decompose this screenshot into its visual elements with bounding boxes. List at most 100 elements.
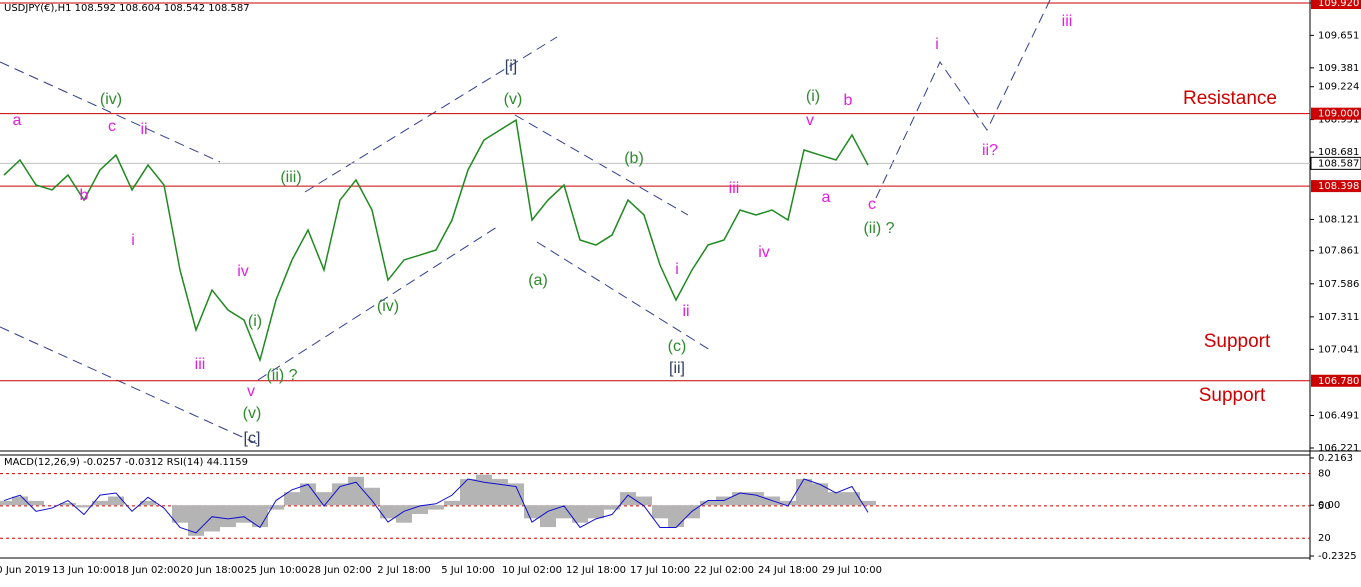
macd-bar bbox=[364, 487, 380, 506]
macd-bar bbox=[140, 500, 156, 506]
wave-label: i bbox=[935, 36, 939, 53]
wave-label: (iii) bbox=[280, 169, 301, 186]
macd-bar bbox=[380, 505, 396, 519]
macd-bar bbox=[620, 492, 636, 506]
macd-bar bbox=[12, 496, 28, 506]
price-line bbox=[3, 118, 869, 363]
y-tick-label: 106.491 bbox=[1318, 411, 1359, 422]
macd-bar bbox=[444, 500, 460, 506]
wave-label: a bbox=[822, 189, 831, 206]
projection bbox=[875, 0, 1051, 199]
y-tick-label: 107.311 bbox=[1318, 312, 1359, 323]
x-tick-label: 29 Jul 10:00 bbox=[822, 565, 882, 576]
macd-bar bbox=[636, 496, 652, 506]
macd-bar bbox=[348, 476, 364, 506]
macd-bar bbox=[204, 505, 220, 532]
wave-label: (v) bbox=[504, 91, 523, 108]
macd-bar bbox=[460, 479, 476, 506]
wave-label: (iv) bbox=[377, 298, 399, 315]
indicator-title: MACD(12,26,9) -0.0257 -0.0312 RSI(14) 44… bbox=[4, 457, 248, 468]
wave-label: (ii) ? bbox=[266, 367, 297, 384]
wave-label: [c] bbox=[244, 430, 261, 447]
trend-line bbox=[0, 61, 221, 163]
level-label: 109.920 bbox=[1318, 0, 1359, 9]
macd-bar bbox=[812, 483, 828, 506]
macd-bar bbox=[492, 479, 508, 506]
y2-tick-label: 50 bbox=[1318, 501, 1331, 512]
macd-bar bbox=[428, 505, 444, 510]
macd-bar bbox=[300, 483, 316, 506]
wave-label: ii bbox=[682, 303, 689, 320]
wave-label: a bbox=[13, 112, 22, 129]
wave-label: c bbox=[108, 118, 116, 135]
y-tick-label: 106.221 bbox=[1318, 443, 1359, 454]
wave-label: iv bbox=[237, 263, 249, 280]
y-tick-label: 107.861 bbox=[1318, 246, 1359, 257]
x-tick-label: 2 Jul 18:00 bbox=[377, 565, 431, 576]
y-tick-label: 109.381 bbox=[1318, 63, 1359, 74]
wave-label: c bbox=[868, 196, 876, 213]
x-tick-label: 17 Jul 10:00 bbox=[630, 565, 690, 576]
macd-bar bbox=[332, 483, 348, 506]
level-label: 109.000 bbox=[1318, 109, 1359, 120]
macd-bar bbox=[284, 492, 300, 506]
wave-label: iii bbox=[195, 356, 206, 373]
x-tick-label: 22 Jul 02:00 bbox=[694, 565, 754, 576]
y-tick-label: 108.681 bbox=[1318, 147, 1359, 158]
macd-bar bbox=[748, 492, 764, 506]
wave-label: iii bbox=[1062, 13, 1073, 30]
macd-bar bbox=[396, 505, 412, 523]
level-tag bbox=[1311, 374, 1361, 387]
x-tick-label: 18 Jun 02:00 bbox=[116, 565, 180, 576]
x-tick-label: 12 Jul 18:00 bbox=[566, 565, 626, 576]
x-tick-label: 20 Jun 18:00 bbox=[180, 565, 244, 576]
level-label: 106.780 bbox=[1318, 376, 1359, 387]
wave-label: (a) bbox=[528, 272, 548, 289]
macd-bar bbox=[76, 505, 92, 508]
wave-label: b bbox=[80, 187, 89, 204]
trend-line bbox=[514, 114, 689, 216]
x-tick-label: 10 Jul 02:00 bbox=[502, 565, 562, 576]
level-tag bbox=[1311, 180, 1361, 193]
macd-bar bbox=[780, 500, 796, 506]
wave-label: ii? bbox=[982, 142, 998, 159]
y2-tick-label: 20 bbox=[1318, 533, 1331, 544]
level-label: 108.398 bbox=[1318, 181, 1359, 192]
macd-bar bbox=[236, 505, 252, 523]
macd-bar bbox=[172, 505, 188, 523]
y-tick-label: 0.2163 bbox=[1318, 453, 1353, 464]
macd-bar bbox=[700, 500, 716, 506]
wave-label: [i] bbox=[505, 58, 517, 75]
wave-label: (b) bbox=[624, 150, 644, 167]
zone-label: Support bbox=[1204, 331, 1271, 352]
macd-bar bbox=[92, 500, 108, 506]
wave-label: ii bbox=[140, 121, 147, 138]
y2-tick-label: 80 bbox=[1318, 469, 1331, 480]
macd-bar bbox=[0, 500, 12, 506]
trend-line bbox=[304, 36, 558, 193]
macd-bar bbox=[860, 500, 876, 506]
wave-label: (ii) ? bbox=[863, 220, 894, 237]
macd-bar bbox=[268, 505, 284, 510]
macd-bar bbox=[316, 492, 332, 506]
level-tag bbox=[1311, 107, 1361, 120]
zone-label: Resistance bbox=[1183, 88, 1277, 109]
macd-bar bbox=[412, 505, 428, 514]
wave-label: v bbox=[806, 112, 814, 129]
macd-bar bbox=[796, 479, 812, 506]
last-price-label: 108.587 bbox=[1318, 158, 1359, 169]
x-tick-label: 5 Jul 10:00 bbox=[441, 565, 495, 576]
wave-label: (iv) bbox=[100, 91, 122, 108]
macd-bar bbox=[604, 505, 620, 510]
wave-label: iii bbox=[729, 180, 740, 197]
x-tick-label: 25 Jun 10:00 bbox=[244, 565, 308, 576]
trend-lines bbox=[0, 0, 1051, 447]
macd-bar bbox=[540, 505, 556, 528]
macd-bar bbox=[220, 505, 236, 528]
wave-label: (i) bbox=[248, 313, 262, 330]
x-tick-label: 10 Jun 2019 bbox=[0, 565, 50, 576]
wave-label: iv bbox=[758, 244, 770, 261]
wave-label: b bbox=[844, 92, 853, 109]
y-tick-label: 108.121 bbox=[1318, 214, 1359, 225]
x-tick-label: 24 Jul 18:00 bbox=[758, 565, 818, 576]
